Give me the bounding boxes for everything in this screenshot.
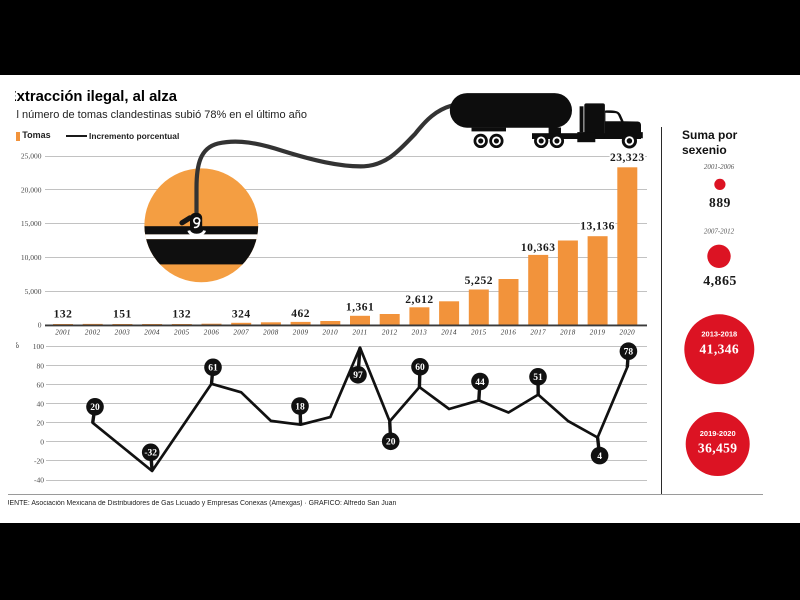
svg-text:60: 60 bbox=[415, 363, 425, 373]
svg-text:2007: 2007 bbox=[233, 328, 249, 336]
svg-text:18: 18 bbox=[295, 402, 305, 412]
svg-text:20: 20 bbox=[37, 418, 45, 427]
svg-text:78: 78 bbox=[624, 348, 634, 358]
svg-text:4: 4 bbox=[597, 452, 602, 462]
svg-text:2020: 2020 bbox=[619, 328, 635, 336]
svg-text:1,361: 1,361 bbox=[346, 302, 374, 314]
svg-text:41,346: 41,346 bbox=[700, 342, 740, 357]
svg-text:2015: 2015 bbox=[471, 328, 487, 336]
svg-text:20: 20 bbox=[90, 403, 100, 413]
svg-text:Suma por: Suma por bbox=[682, 128, 738, 142]
svg-text:0: 0 bbox=[38, 321, 42, 330]
svg-text:2013-2018: 2013-2018 bbox=[701, 330, 737, 339]
svg-text:44: 44 bbox=[475, 378, 485, 388]
svg-text:10,363: 10,363 bbox=[521, 242, 556, 254]
svg-text:0: 0 bbox=[40, 438, 44, 447]
svg-text:2006: 2006 bbox=[204, 328, 220, 336]
svg-text:2009: 2009 bbox=[293, 328, 309, 336]
svg-text:2003: 2003 bbox=[115, 328, 131, 336]
svg-text:80: 80 bbox=[37, 361, 45, 370]
svg-text:-40: -40 bbox=[34, 476, 44, 485]
svg-text:462: 462 bbox=[291, 308, 310, 320]
svg-text:60: 60 bbox=[37, 380, 45, 389]
svg-text:51: 51 bbox=[533, 373, 543, 383]
svg-text:2001-2006: 2001-2006 bbox=[704, 163, 735, 171]
svg-text:2001: 2001 bbox=[55, 328, 71, 336]
svg-text:2019: 2019 bbox=[590, 328, 606, 336]
svg-text:2008: 2008 bbox=[263, 328, 279, 336]
svg-text:2007-2012: 2007-2012 bbox=[704, 228, 735, 236]
svg-text:-20: -20 bbox=[34, 457, 44, 466]
svg-text:23,323: 23,323 bbox=[610, 152, 645, 164]
svg-text:20: 20 bbox=[386, 438, 396, 448]
svg-text:13,136: 13,136 bbox=[580, 221, 615, 233]
svg-text:40: 40 bbox=[37, 399, 45, 408]
svg-text:2,612: 2,612 bbox=[405, 294, 433, 306]
svg-text:2005: 2005 bbox=[174, 328, 190, 336]
svg-text:132: 132 bbox=[54, 309, 73, 321]
svg-text:2011: 2011 bbox=[352, 328, 367, 336]
svg-text:15,000: 15,000 bbox=[21, 219, 42, 228]
svg-text:61: 61 bbox=[208, 364, 218, 374]
svg-text:20,000: 20,000 bbox=[21, 185, 42, 194]
svg-text:2019-2020: 2019-2020 bbox=[700, 429, 736, 438]
svg-text:sexenio: sexenio bbox=[682, 143, 727, 157]
svg-text:2017: 2017 bbox=[530, 328, 546, 336]
svg-text:2013: 2013 bbox=[412, 328, 428, 336]
svg-text:-32: -32 bbox=[144, 449, 157, 459]
svg-text:2012: 2012 bbox=[382, 328, 398, 336]
svg-text:889: 889 bbox=[709, 195, 731, 210]
svg-text:10,000: 10,000 bbox=[21, 253, 42, 262]
svg-text:36,459: 36,459 bbox=[698, 441, 738, 456]
svg-text:100: 100 bbox=[33, 342, 45, 351]
svg-text:151: 151 bbox=[113, 309, 132, 321]
svg-text:4,865: 4,865 bbox=[703, 274, 737, 289]
svg-text:132: 132 bbox=[172, 309, 191, 321]
svg-text:2018: 2018 bbox=[560, 328, 576, 336]
svg-text:25,000: 25,000 bbox=[21, 152, 42, 161]
svg-text:5,000: 5,000 bbox=[25, 287, 42, 296]
svg-text:97: 97 bbox=[353, 371, 363, 381]
svg-text:2010: 2010 bbox=[322, 328, 338, 336]
svg-text:2016: 2016 bbox=[501, 328, 517, 336]
svg-text:2014: 2014 bbox=[441, 328, 457, 336]
svg-text:324: 324 bbox=[232, 309, 251, 321]
svg-text:2004: 2004 bbox=[144, 328, 160, 336]
svg-text:5,252: 5,252 bbox=[465, 275, 493, 287]
svg-text:2002: 2002 bbox=[85, 328, 101, 336]
